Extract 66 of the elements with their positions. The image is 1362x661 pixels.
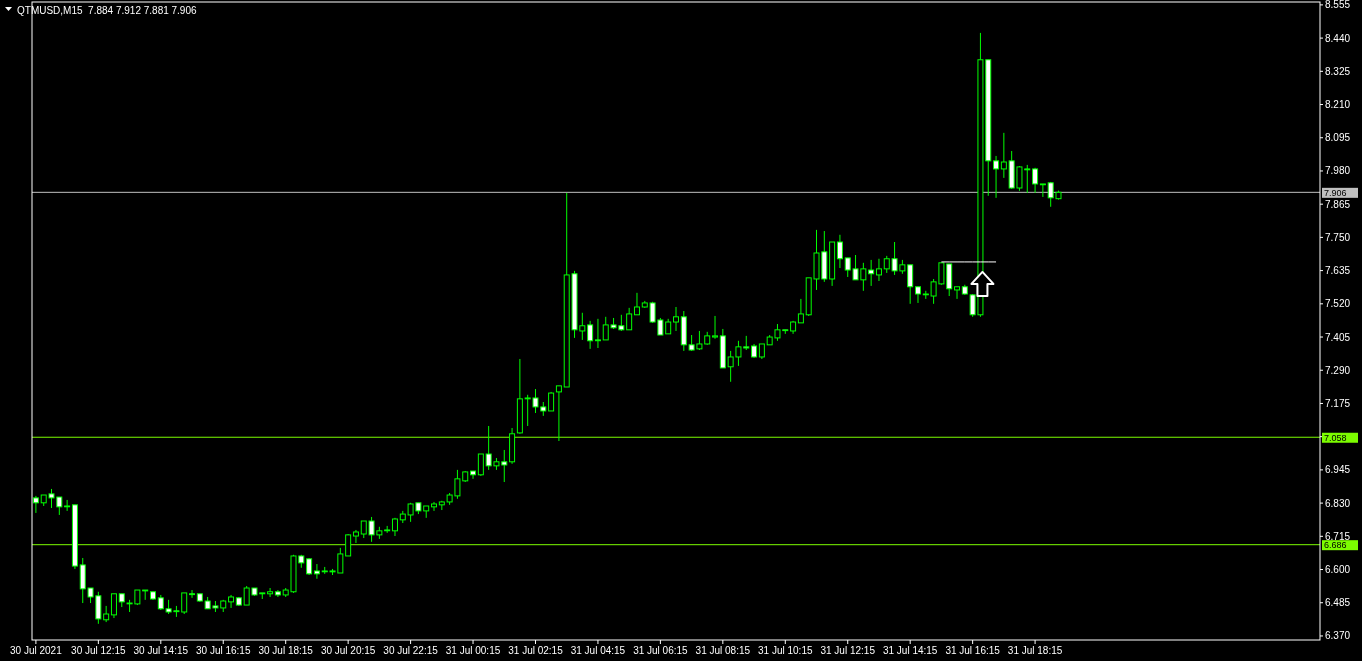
y-tick-label: 7.520 xyxy=(1325,298,1351,310)
candlestick xyxy=(470,470,477,480)
x-tick-label: 31 Jul 10:15 xyxy=(758,645,813,656)
x-tick-label: 30 Jul 20:15 xyxy=(320,645,376,656)
y-tick-label: 7.980 xyxy=(1325,165,1351,177)
ref-line-label: 7.058 xyxy=(1324,432,1347,443)
ref-line-label: 7.906 xyxy=(1324,187,1347,198)
candlestick xyxy=(1039,183,1046,198)
ref-line-label: 6.686 xyxy=(1324,540,1347,551)
y-tick-label: 8.325 xyxy=(1325,65,1351,77)
candlestick xyxy=(868,259,875,287)
y-tick-label: 8.095 xyxy=(1325,132,1351,144)
y-tick-label: 7.405 xyxy=(1325,331,1351,343)
candlestick xyxy=(477,453,484,477)
y-tick-label: 7.290 xyxy=(1325,364,1351,376)
candlestick xyxy=(352,529,359,544)
x-tick-label: 30 Jul 14:15 xyxy=(133,645,189,656)
candlestick xyxy=(836,234,843,269)
x-tick-label: 30 Jul 12:15 xyxy=(71,645,127,656)
x-tick-label: 30 Jul 2021 xyxy=(10,645,63,656)
candlestick xyxy=(64,499,71,512)
x-tick-label: 31 Jul 06:15 xyxy=(633,645,689,656)
y-tick-label: 7.175 xyxy=(1325,397,1351,409)
y-tick-label: 7.635 xyxy=(1325,265,1351,277)
y-tick-label: 7.865 xyxy=(1325,198,1351,210)
x-tick-label: 31 Jul 12:15 xyxy=(820,645,876,656)
candlestick xyxy=(345,533,352,557)
x-tick-label: 31 Jul 00:15 xyxy=(445,645,501,656)
x-tick-label: 30 Jul 16:15 xyxy=(196,645,251,656)
candlestick xyxy=(1032,167,1039,194)
candlestick xyxy=(673,306,679,332)
candlestick xyxy=(712,315,719,340)
candlestick xyxy=(555,385,562,442)
x-tick-label: 31 Jul 16:15 xyxy=(945,645,1001,656)
y-tick-label: 6.945 xyxy=(1325,464,1351,476)
candlestick xyxy=(587,320,594,350)
x-tick-label: 30 Jul 22:15 xyxy=(383,645,439,656)
candlestick xyxy=(633,292,640,316)
candlestick xyxy=(594,318,601,349)
candlestick xyxy=(914,286,921,304)
candlestick xyxy=(313,563,320,580)
candlestick xyxy=(954,286,961,300)
x-tick-label: 31 Jul 02:15 xyxy=(508,645,564,656)
x-tick-label: 31 Jul 04:15 xyxy=(570,645,626,656)
x-tick-label: 31 Jul 14:15 xyxy=(882,645,938,656)
candlestick xyxy=(797,298,804,324)
candlestick xyxy=(189,589,196,599)
x-tick-label: 30 Jul 18:15 xyxy=(258,645,314,656)
candlestick xyxy=(993,155,1000,199)
y-tick-label: 6.600 xyxy=(1325,564,1351,576)
y-tick-label: 6.830 xyxy=(1325,497,1351,509)
y-tick-label: 7.750 xyxy=(1325,231,1351,243)
y-tick-label: 6.715 xyxy=(1325,530,1351,542)
y-tick-label: 6.485 xyxy=(1325,597,1351,609)
candlestick xyxy=(267,587,274,598)
x-tick-label: 31 Jul 08:15 xyxy=(695,645,751,656)
chart-title: QTMUSD,M15 7.884 7.912 7.881 7.906 xyxy=(17,5,197,16)
candlestick xyxy=(1000,132,1007,179)
candlestick xyxy=(110,593,117,619)
y-tick-label: 8.555 xyxy=(1325,0,1351,11)
candlestick xyxy=(875,258,882,282)
candlestick xyxy=(228,594,235,609)
y-tick-label: 6.370 xyxy=(1325,630,1351,642)
y-tick-label: 8.210 xyxy=(1325,99,1351,111)
y-tick-label: 8.440 xyxy=(1325,32,1351,44)
x-tick-label: 31 Jul 18:15 xyxy=(1007,645,1063,656)
